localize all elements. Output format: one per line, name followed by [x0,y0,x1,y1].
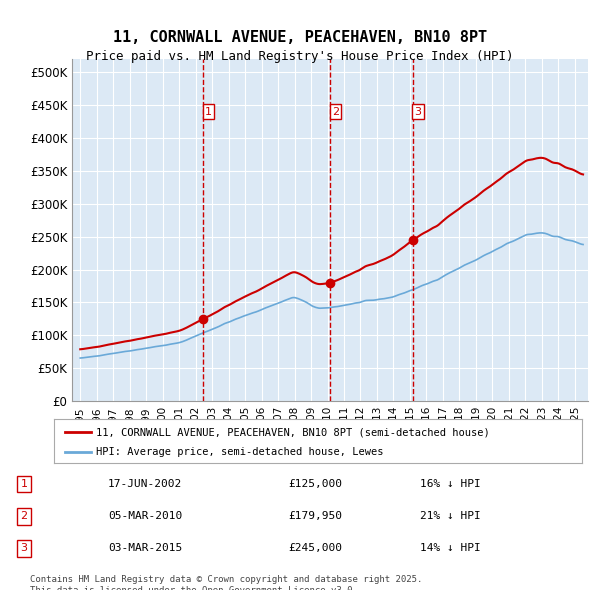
Text: 2: 2 [332,107,339,117]
Text: £179,950: £179,950 [288,512,342,521]
Text: 11, CORNWALL AVENUE, PEACEHAVEN, BN10 8PT (semi-detached house): 11, CORNWALL AVENUE, PEACEHAVEN, BN10 8P… [96,427,490,437]
Text: 16% ↓ HPI: 16% ↓ HPI [420,479,481,489]
Text: HPI: Average price, semi-detached house, Lewes: HPI: Average price, semi-detached house,… [96,447,384,457]
Text: £125,000: £125,000 [288,479,342,489]
Text: 3: 3 [20,543,28,553]
Text: 3: 3 [415,107,421,117]
Text: 17-JUN-2002: 17-JUN-2002 [108,479,182,489]
Text: 03-MAR-2015: 03-MAR-2015 [108,543,182,553]
Text: 2: 2 [20,512,28,521]
Text: £245,000: £245,000 [288,543,342,553]
Text: 14% ↓ HPI: 14% ↓ HPI [420,543,481,553]
Text: 11, CORNWALL AVENUE, PEACEHAVEN, BN10 8PT: 11, CORNWALL AVENUE, PEACEHAVEN, BN10 8P… [113,30,487,44]
Text: 21% ↓ HPI: 21% ↓ HPI [420,512,481,521]
Text: 1: 1 [205,107,212,117]
Text: 1: 1 [20,479,28,489]
Text: 05-MAR-2010: 05-MAR-2010 [108,512,182,521]
Text: Contains HM Land Registry data © Crown copyright and database right 2025.
This d: Contains HM Land Registry data © Crown c… [30,575,422,590]
Text: Price paid vs. HM Land Registry's House Price Index (HPI): Price paid vs. HM Land Registry's House … [86,50,514,63]
